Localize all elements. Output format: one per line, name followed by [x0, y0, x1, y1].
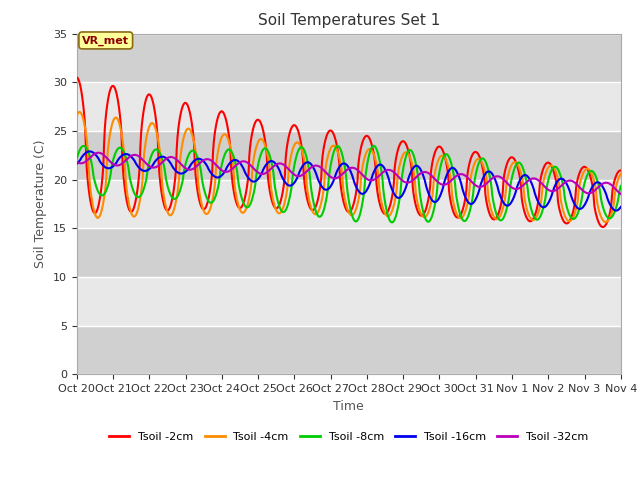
- Title: Soil Temperatures Set 1: Soil Temperatures Set 1: [258, 13, 440, 28]
- Bar: [77, 228, 621, 277]
- Legend: Tsoil -2cm, Tsoil -4cm, Tsoil -8cm, Tsoil -16cm, Tsoil -32cm: Tsoil -2cm, Tsoil -4cm, Tsoil -8cm, Tsoi…: [105, 428, 593, 446]
- Text: VR_met: VR_met: [82, 36, 129, 46]
- Bar: [77, 131, 621, 180]
- X-axis label: Time: Time: [333, 400, 364, 413]
- Bar: [77, 34, 621, 82]
- Y-axis label: Soil Temperature (C): Soil Temperature (C): [35, 140, 47, 268]
- Bar: [77, 180, 621, 228]
- Bar: [77, 277, 621, 326]
- Bar: [77, 82, 621, 131]
- Bar: [77, 326, 621, 374]
